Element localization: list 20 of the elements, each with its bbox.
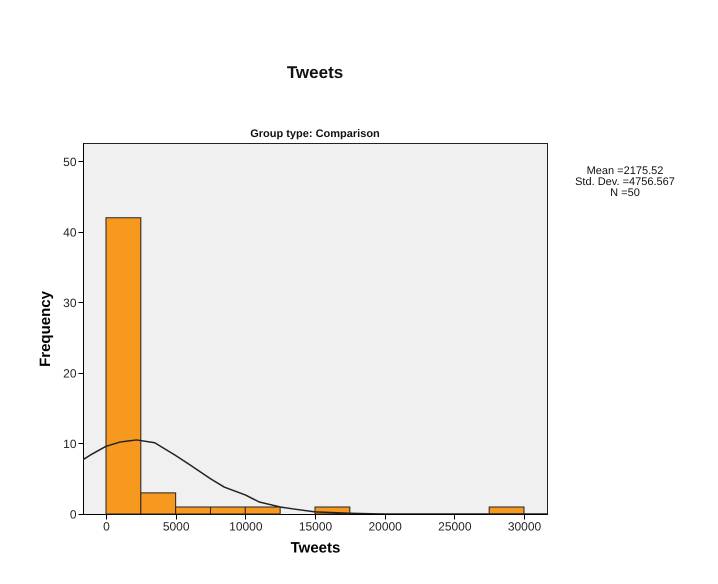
text: N =50 — [609, 187, 641, 199]
x-tick-label: 25000 — [438, 520, 472, 534]
x-tick-label: 0 — [103, 520, 110, 534]
x-tick-label: 30000 — [508, 520, 542, 534]
text: Std. Dev. =4756.567 — [574, 176, 676, 188]
y-tick-label: 40 — [63, 225, 77, 240]
x-axis-title: Tweets — [290, 540, 340, 556]
text: Mean =2175.52 — [586, 165, 664, 177]
y-tick-label: 30 — [63, 296, 77, 310]
x-tick-label: 10000 — [229, 520, 263, 534]
y-tick-label: 0 — [70, 508, 77, 522]
y-tick-label: 50 — [63, 154, 77, 169]
x-tick-label: 5000 — [162, 520, 190, 534]
chart-subtitle: Group type: Comparison — [250, 128, 380, 140]
y-tick-label: 10 — [63, 436, 77, 451]
chart-title: Tweets — [286, 63, 344, 82]
x-tick-label: 15000 — [298, 520, 333, 534]
x-tick-label: 20000 — [368, 520, 402, 534]
y-tick-label: 20 — [63, 366, 77, 380]
y-axis-title: Frequency — [37, 290, 54, 367]
